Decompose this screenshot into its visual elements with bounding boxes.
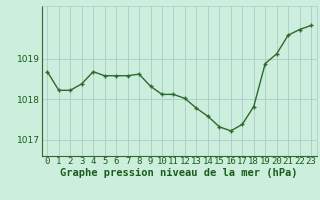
X-axis label: Graphe pression niveau de la mer (hPa): Graphe pression niveau de la mer (hPa)	[60, 168, 298, 178]
